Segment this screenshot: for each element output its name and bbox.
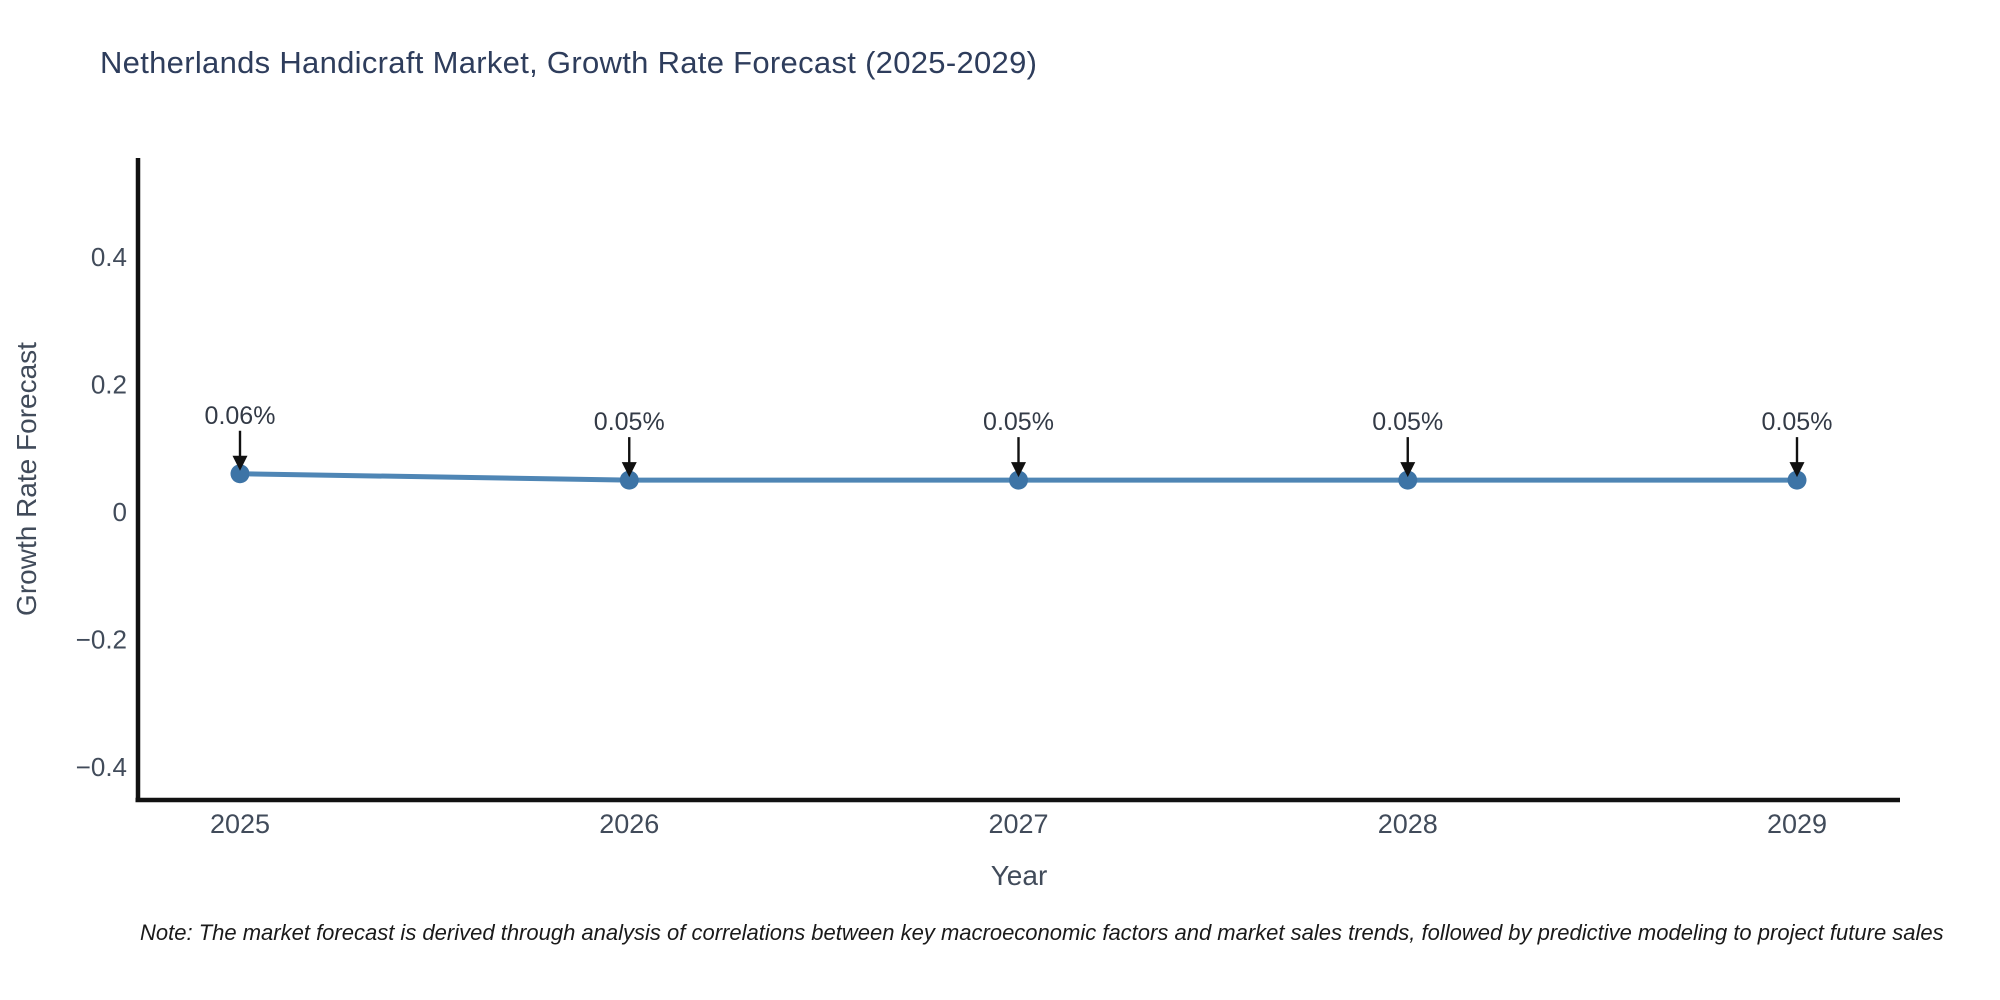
- point-value-label: 0.05%: [1762, 408, 1833, 436]
- point-value-label: 0.06%: [205, 402, 276, 430]
- data-point-marker: [1398, 470, 1418, 490]
- plot-area: 0.4 0.2 0 −0.2 −0.4 2025 2026 2027 2028 2029 Growt…: [11, 158, 1900, 891]
- chart-title: Netherlands Handicraft Market, Growth Ra…: [100, 45, 1038, 80]
- x-axis-title: Year: [991, 860, 1048, 891]
- point-value-label: 0.05%: [983, 408, 1054, 436]
- y-tick-label: 0.4: [91, 242, 127, 272]
- x-tick-label: 2026: [599, 809, 659, 839]
- x-tick-label: 2028: [1378, 809, 1438, 839]
- y-tick-label: 0.2: [91, 370, 127, 400]
- x-tick-label: 2027: [988, 809, 1048, 839]
- x-tick-label: 2029: [1767, 809, 1827, 839]
- y-axis-title: Growth Rate Forecast: [11, 342, 42, 616]
- data-point-marker: [230, 464, 250, 484]
- point-value-label: 0.05%: [1372, 408, 1443, 436]
- x-tick-label: 2025: [210, 809, 270, 839]
- data-point-marker: [619, 470, 639, 490]
- data-point-marker: [1009, 470, 1028, 490]
- annotation-arrow-head: [1011, 462, 1026, 478]
- annotation-arrow-head: [621, 462, 637, 478]
- point-value-label: 0.05%: [594, 408, 665, 436]
- data-point-marker: [1787, 470, 1807, 490]
- annotation-arrow-head: [1789, 462, 1805, 478]
- footnote-text: Note: The market forecast is derived thr…: [140, 920, 1944, 945]
- y-tick-label: 0: [113, 497, 127, 527]
- y-tick-label: −0.4: [76, 752, 127, 782]
- annotation-arrow-head: [1400, 462, 1416, 478]
- annotation-arrow-head: [232, 455, 248, 471]
- y-tick-label: −0.2: [76, 625, 127, 655]
